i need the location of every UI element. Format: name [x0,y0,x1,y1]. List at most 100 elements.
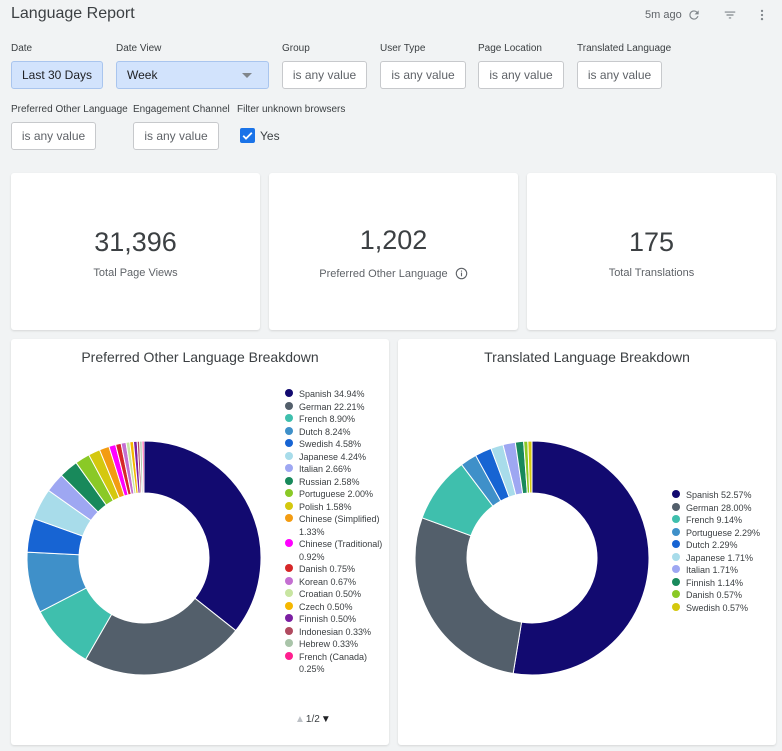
more-vert-icon[interactable] [753,6,771,24]
date-view-label: Date View [116,43,162,54]
legend-label: French 8.90% [299,414,356,424]
legend-label: Italian 1.71% [686,565,739,575]
legend-item: Chinese (Traditional) 0.92% [285,538,385,563]
legend-label: Dutch 2.29% [686,540,738,550]
preferred-other-language-label: Preferred Other Language [11,104,128,115]
legend-swatch [672,565,680,573]
pie-slice[interactable] [527,440,533,494]
legend-item: Danish 0.75% [285,563,385,576]
legend-item: Portuguese 2.29% [672,527,772,540]
legend-item: Spanish 52.57% [672,489,772,502]
donut-chart [414,440,650,676]
last-updated: 5m ago [645,9,682,21]
report-title: Language Report [11,5,135,22]
legend-swatch [672,515,680,523]
legend-label: Danish 0.75% [299,564,356,574]
legend-label: Italian 2.66% [299,464,352,474]
legend-label: Czech 0.50% [299,601,353,612]
legend-swatch [285,614,293,622]
legend-swatch [285,451,293,460]
legend-swatch [672,540,680,548]
chart-card-preferred-other-language: Preferred Other Language Breakdown Spani… [11,339,389,745]
legend-item: Japanese 4.24% [285,451,385,464]
legend-label: Spanish 34.94% [299,389,365,399]
legend-label: Swedish 4.58% [299,439,362,449]
filter-unknown-browsers-label: Filter unknown browsers [237,104,346,115]
legend-label: Hebrew 0.33% [299,639,359,649]
group-filter[interactable]: is any value [282,61,367,89]
donut-chart [26,440,262,676]
filter-unknown-browsers-value: Yes [260,129,280,143]
kpi-value: 31,396 [94,227,177,257]
kpi-label: Total Translations [608,267,695,279]
user-type-label: User Type [380,43,426,54]
preferred-other-language-filter[interactable]: is any value [11,122,96,150]
legend-label: Swedish 0.57% [686,602,749,613]
group-filter-label: Group [282,43,310,54]
pager-next-icon[interactable]: ▼ [320,714,331,725]
legend-swatch [285,601,293,610]
pie-slice[interactable] [141,440,145,494]
legend-label: Japanese 1.71% [686,552,754,563]
kpi-card-total-page-views: 31,396 Total Page Views [11,173,260,330]
legend-swatch [285,576,293,585]
legend-label: French 9.14% [686,515,743,525]
legend-item: Polish 1.58% [285,501,385,514]
legend-item: Indonesian 0.33% [285,626,385,639]
chart-legend: Spanish 52.57% German 28.00% French 9.14% P… [672,489,772,614]
chart-title: Preferred Other Language Breakdown [81,349,319,365]
filter-icon[interactable] [721,6,739,24]
kpi-label: Total Page Views [93,267,178,279]
legend-item: Hebrew 0.33% [285,638,385,651]
legend-swatch [672,502,680,511]
legend-item: Dutch 8.24% [285,426,385,439]
legend-label: Portuguese 2.29% [686,527,761,538]
page-location-label: Page Location [478,43,542,54]
translated-language-filter[interactable]: is any value [577,61,662,89]
chart-card-translated-language: Translated Language Breakdown Spanish 52… [398,339,776,745]
user-type-filter[interactable]: is any value [380,61,466,89]
page-location-filter[interactable]: is any value [478,61,564,89]
legend-swatch [285,501,293,510]
legend-item: Italian 1.71% [672,564,772,577]
report-header: Language Report 5m ago [0,0,782,32]
legend-label: German 28.00% [686,502,752,513]
legend-label: German 22.21% [299,401,365,412]
legend-label: Finnish 0.50% [299,614,357,624]
legend-item: Italian 2.66% [285,463,385,476]
info-icon[interactable] [455,267,468,283]
legend-label: Croatian 0.50% [299,589,362,599]
legend-swatch [285,401,293,410]
legend-swatch [285,464,293,472]
check-icon [242,132,253,140]
pager-prev-icon[interactable]: ▲ [295,714,305,725]
legend-item: Swedish 4.58% [285,438,385,451]
pie-slice[interactable] [414,517,523,675]
legend-item: German 22.21% [285,401,385,414]
legend-label: Japanese 4.24% [299,451,367,462]
legend-swatch [285,564,293,572]
chart-legend: Spanish 34.94% German 22.21% French 8.90% D… [285,388,385,676]
pie-slice[interactable] [512,440,650,676]
refresh-icon[interactable] [685,6,703,24]
legend-label: Dutch 8.24% [299,426,351,437]
kpi-value: 1,202 [359,225,428,255]
filter-unknown-browsers-checkbox[interactable] [240,128,255,143]
date-view-value: Week [127,68,158,82]
legend-item: Croatian 0.50% [285,588,385,601]
legend-swatch [285,476,293,485]
pie-slice[interactable] [143,440,262,632]
legend-item: French 8.90% [285,413,385,426]
date-view-dropdown[interactable]: Week [116,61,269,89]
date-filter[interactable]: Last 30 Days [11,61,103,89]
chart-title: Translated Language Breakdown [484,349,690,365]
kpi-card-total-translations: 175 Total Translations [527,173,776,330]
legend-item: Finnish 0.50% [285,613,385,626]
legend-item: German 28.00% [672,502,772,515]
engagement-channel-filter[interactable]: is any value [133,122,219,150]
pie-slice[interactable] [84,597,237,676]
legend-swatch [285,651,293,660]
legend-item: Swedish 0.57% [672,602,772,615]
legend-pager: ▲ 1/2 ▼ [295,714,331,725]
legend-label: Finnish 1.14% [686,577,744,588]
